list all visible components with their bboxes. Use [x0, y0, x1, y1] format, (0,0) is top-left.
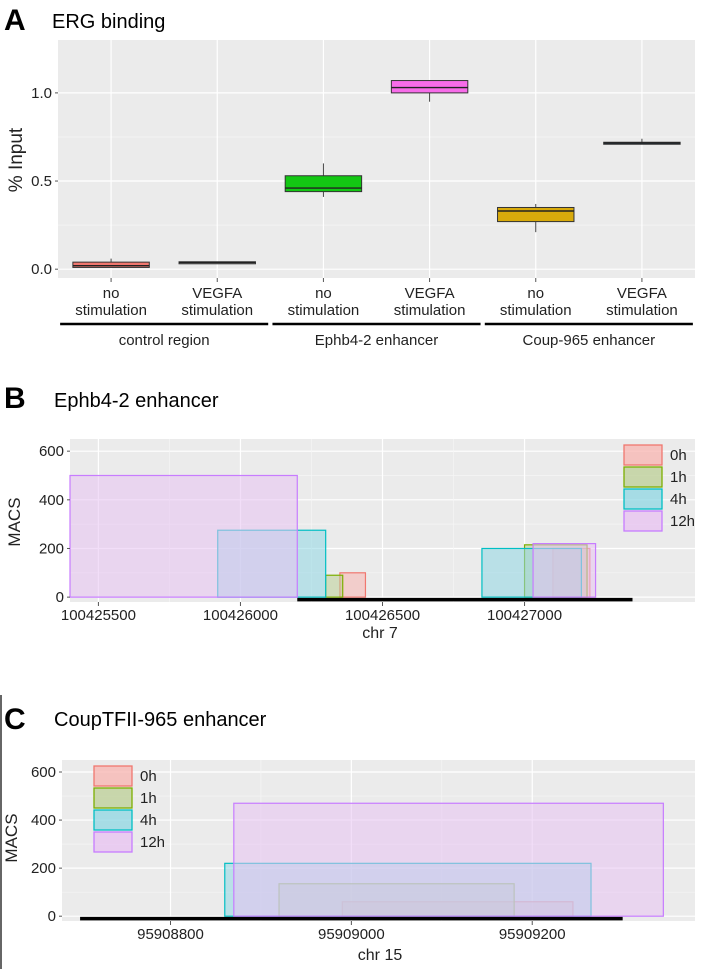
legend-key-4h — [93, 809, 133, 831]
box-5 — [497, 203, 575, 233]
legend-key-12h — [623, 510, 663, 532]
panel-c-x-axis-label: chr 15 — [358, 947, 403, 964]
box-6 — [603, 138, 681, 145]
panel-a-title: ERG binding — [52, 11, 165, 33]
panel-b-label: B — [4, 382, 26, 415]
x-tick-label: stimulation — [394, 302, 466, 319]
panel-a-y-axis-label: % Input — [6, 127, 27, 192]
legend-label-0h: 0h — [140, 768, 157, 785]
x-tick-label: stimulation — [500, 302, 572, 319]
panel-b-y-axis-label: MACS — [5, 497, 24, 546]
x-tick-label: 95909200 — [499, 926, 566, 943]
legend-key-12h — [93, 831, 133, 853]
x-tick-label: stimulation — [288, 302, 360, 319]
panel-a-x-ticks: nostimulationVEGFAstimulationnostimulati… — [75, 278, 678, 319]
group-label: control region — [119, 332, 210, 349]
box-2 — [178, 261, 256, 265]
x-tick-label: 100427000 — [487, 607, 562, 624]
y-tick-label: 600 — [39, 443, 64, 460]
region-12h-1 — [69, 474, 298, 598]
x-tick-label: VEGFA — [192, 285, 242, 302]
legend-key-4h — [623, 488, 663, 510]
y-tick-label: 600 — [31, 764, 56, 781]
panel-a-groups: control region Ephb4-2 enhancer Coup-965 e… — [60, 322, 693, 349]
x-tick-label: stimulation — [75, 302, 147, 319]
region-0h-1 — [339, 572, 367, 598]
panel-a-boxes — [72, 80, 681, 268]
region-1h-1 — [325, 574, 344, 598]
legend-key-0h — [623, 444, 663, 466]
x-tick-label: 100426000 — [203, 607, 278, 624]
x-tick-label: stimulation — [606, 302, 678, 319]
x-tick-label: 100425500 — [61, 607, 136, 624]
y-tick-label: 400 — [39, 492, 64, 509]
region-12h-2 — [532, 543, 597, 598]
panel-c-label: C — [4, 703, 26, 736]
panel-a-y-ticks: 0.0 0.5 1.0 — [31, 85, 58, 278]
panel-b-y-ticks: 0 200 400 600 — [39, 443, 70, 606]
legend-key-1h — [93, 787, 133, 809]
x-tick-label: VEGFA — [617, 285, 667, 302]
panel-c-y-axis-label: MACS — [2, 813, 21, 862]
panel-b-legend: 0h 1h 4h 12h — [623, 444, 695, 532]
group-label: Coup-965 enhancer — [523, 332, 656, 349]
box-body — [72, 261, 150, 268]
legend-label-4h: 4h — [140, 812, 157, 829]
panel-a-label: A — [4, 4, 26, 37]
x-tick-label: VEGFA — [405, 285, 455, 302]
x-tick-label: no — [103, 285, 120, 302]
y-tick-label: 200 — [31, 860, 56, 877]
y-tick-label: 0.0 — [31, 261, 52, 278]
x-tick-label: 100426500 — [345, 607, 420, 624]
panel-a-plot-background — [58, 40, 695, 278]
box-1 — [72, 258, 150, 268]
panel-b-title: Ephb4-2 enhancer — [54, 390, 219, 412]
x-tick-label: no — [527, 285, 544, 302]
panel-a: A ERG binding 0.00.51.0 % Input nostimul… — [4, 4, 695, 349]
y-tick-label: 0.5 — [31, 173, 52, 190]
panel-b-x-axis-label: chr 7 — [362, 625, 398, 642]
box-4 — [390, 80, 469, 102]
legend-label-0h: 0h — [670, 447, 687, 464]
box-body — [390, 80, 469, 94]
y-tick-label: 0 — [48, 908, 56, 925]
box-body — [284, 175, 363, 193]
legend-label-1h: 1h — [140, 790, 157, 807]
panel-a-grid — [58, 40, 695, 278]
panel-c-y-ticks: 0 200 400 600 — [31, 764, 62, 925]
panel-c-legend: 0h 1h 4h 12h — [93, 765, 165, 853]
legend-label-1h: 1h — [670, 469, 687, 486]
legend-key-0h — [93, 765, 133, 787]
box-body — [497, 206, 575, 223]
y-tick-label: 0 — [56, 589, 64, 606]
group-label: Ephb4-2 enhancer — [315, 332, 438, 349]
x-tick-label: 95909000 — [318, 926, 385, 943]
x-tick-label: stimulation — [181, 302, 253, 319]
y-tick-label: 1.0 — [31, 85, 52, 102]
panel-c: C CoupTFII-965 enhancer 0 200 400 600 95908… — [0, 695, 695, 969]
panel-c-regions — [224, 802, 664, 917]
panel-b-x-ticks: 100425500 100426000 100426500 100427000 — [61, 602, 562, 624]
legend-label-12h: 12h — [140, 834, 165, 851]
y-tick-label: 400 — [31, 812, 56, 829]
panel-c-title: CoupTFII-965 enhancer — [54, 709, 267, 731]
x-tick-label: no — [315, 285, 332, 302]
y-tick-label: 200 — [39, 540, 64, 557]
legend-key-1h — [623, 466, 663, 488]
panel-b-regions — [69, 474, 597, 598]
legend-label-4h: 4h — [670, 491, 687, 508]
region-12h-1 — [233, 802, 664, 917]
box-3 — [284, 163, 363, 197]
panel-c-x-ticks: 95908800 95909000 95909200 — [137, 921, 566, 943]
x-tick-label: 95908800 — [137, 926, 204, 943]
legend-label-12h: 12h — [670, 513, 695, 530]
